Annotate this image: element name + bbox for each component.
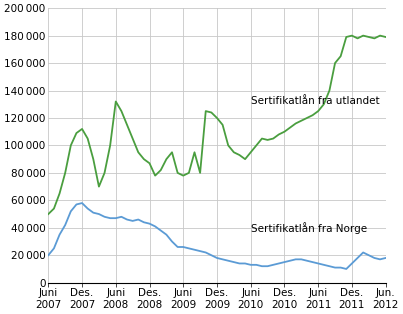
- Text: Sertifikatlån fra utlandet: Sertifikatlån fra utlandet: [251, 96, 379, 106]
- Text: Sertifikatlån fra Norge: Sertifikatlån fra Norge: [251, 222, 367, 234]
